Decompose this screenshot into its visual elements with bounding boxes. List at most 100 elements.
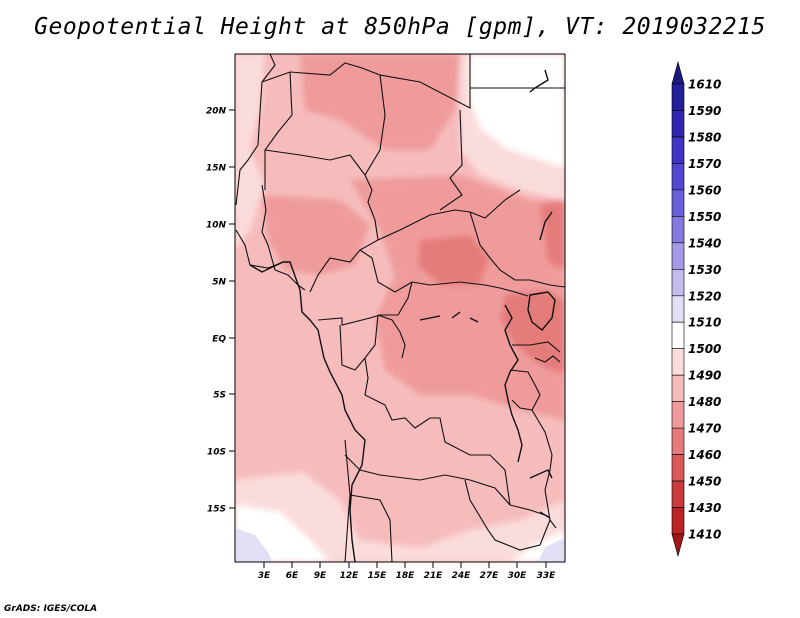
lon-label-15e: 15E	[368, 571, 388, 581]
colorbar-label-1550: 1550	[688, 210, 721, 224]
lon-label-6e: 6E	[286, 571, 299, 581]
lat-label-5s: 5S	[213, 391, 226, 401]
colorbar-labels: 1610 1590 1580 1570 1560 1550 1540 1530 1520 1510…	[688, 78, 721, 542]
colorbar-segment	[671, 136, 685, 164]
field-band-1470-east	[500, 290, 565, 375]
field-band-1480-north	[300, 54, 460, 150]
colorbar-segment	[671, 216, 685, 244]
lon-label-9e: 9E	[314, 571, 327, 581]
latitude-axis: 20N 15N 10N 5N EQ 5S 10S 15S	[206, 107, 235, 515]
colorbar-segment	[671, 533, 685, 558]
lat-tick-15n: 15N	[206, 164, 235, 174]
lon-tick-18e: 18E	[396, 562, 416, 581]
colorbar-segment	[671, 242, 685, 270]
colorbar-segment	[671, 480, 685, 508]
colorbar-label-1520: 1520	[688, 289, 721, 303]
colorbar-label-1490: 1490	[688, 369, 721, 383]
field-band-1510-northeast	[470, 54, 565, 168]
colorbar-label-1580: 1580	[688, 130, 721, 144]
lon-tick-27e: 27E	[480, 562, 500, 581]
lon-tick-15e: 15E	[368, 562, 388, 581]
lon-label-3e: 3E	[258, 571, 271, 581]
lon-tick-21e: 21E	[424, 562, 444, 581]
colorbar-segment	[671, 295, 685, 323]
lon-label-21e: 21E	[424, 571, 444, 581]
colorbar-label-1510: 1510	[688, 316, 721, 330]
colorbar-label-1460: 1460	[688, 448, 721, 462]
lon-tick-24e: 24E	[452, 562, 472, 581]
map-frame	[234, 53, 566, 563]
lat-label-10n: 10N	[206, 221, 227, 231]
field-band-1470-core	[418, 235, 490, 285]
colorbar-segment	[671, 427, 685, 455]
lat-tick-5s: 5S	[213, 391, 235, 401]
colorbar-segment	[671, 348, 685, 376]
colorbar-segment	[671, 401, 685, 429]
colorbar: 1610 1590 1580 1570 1560 1550 1540 1530 1520 1510…	[671, 60, 721, 558]
colorbar-segment	[671, 83, 685, 111]
lon-tick-30e: 30E	[508, 562, 528, 581]
field-band-1520-southwest	[235, 528, 272, 562]
field-band-1500-south	[235, 470, 565, 562]
colorbar-label-1430: 1430	[688, 501, 721, 515]
lat-label-10s: 10S	[207, 448, 226, 458]
lat-tick-15s: 15S	[207, 505, 235, 515]
field-band-1470-northeast	[540, 200, 565, 270]
colorbar-label-1410: 1410	[688, 528, 721, 542]
colorbar-segment	[671, 321, 685, 350]
country-borders	[235, 54, 565, 562]
colorbar-label-1530: 1530	[688, 263, 721, 277]
lat-tick-5n: 5N	[212, 278, 235, 288]
grads-credit: GrADS: IGES/COLA	[4, 604, 98, 614]
field-band-1490-southcentral	[235, 310, 330, 480]
field-band-1480-central	[350, 175, 565, 420]
field-band-1480-west	[262, 195, 370, 275]
lat-label-5n: 5N	[212, 278, 226, 288]
lon-tick-33e: 33E	[537, 562, 557, 581]
lon-label-18e: 18E	[396, 571, 416, 581]
colorbar-label-1450: 1450	[688, 475, 721, 489]
lon-label-33e: 33E	[537, 571, 557, 581]
colorbar-label-1610: 1610	[688, 78, 721, 92]
lon-label-30e: 30E	[508, 571, 528, 581]
colorbar-segment	[671, 163, 685, 191]
colorbar-label-1560: 1560	[688, 183, 721, 197]
colorbar-segment	[671, 507, 685, 535]
longitude-axis: 3E 6E 9E 12E 15E 18E 21E 24E 27E 30E 33E	[258, 562, 556, 581]
lat-tick-10s: 10S	[207, 448, 235, 458]
colorbar-segments	[671, 60, 685, 558]
lat-tick-20n: 20N	[206, 107, 235, 117]
lat-tick-10n: 10N	[206, 221, 235, 231]
lat-label-20n: 20N	[206, 107, 227, 117]
colorbar-label-1570: 1570	[688, 157, 721, 171]
lon-tick-12e: 12E	[340, 562, 360, 581]
lon-tick-3e: 3E	[258, 562, 271, 581]
colorbar-label-1470: 1470	[688, 422, 721, 436]
colorbar-label-1480: 1480	[688, 395, 721, 409]
colorbar-segment	[671, 454, 685, 482]
coastline-and-lakes	[249, 69, 556, 562]
lat-label-15s: 15S	[207, 505, 226, 515]
field-band-1500-northeast	[460, 54, 565, 200]
lon-label-12e: 12E	[340, 571, 360, 581]
field-band-1500-northwest	[235, 54, 265, 250]
colorbar-label-1500: 1500	[688, 342, 721, 356]
lat-label-15n: 15N	[206, 164, 227, 174]
lon-tick-9e: 9E	[314, 562, 327, 581]
chart-title: Geopotential Height at 850hPa [gpm], VT:…	[34, 14, 766, 40]
colorbar-segment	[671, 60, 685, 85]
lat-tick-eq: EQ	[212, 335, 235, 345]
colorbar-label-1590: 1590	[688, 104, 721, 118]
field-band-1520-southeast	[538, 538, 565, 562]
lon-tick-6e: 6E	[286, 562, 299, 581]
lat-label-eq: EQ	[212, 335, 226, 345]
lon-label-27e: 27E	[480, 571, 500, 581]
lon-label-24e: 24E	[452, 571, 472, 581]
colorbar-segment	[671, 110, 685, 138]
height-field	[235, 54, 565, 562]
colorbar-segment	[671, 374, 685, 402]
colorbar-segment	[671, 268, 685, 297]
colorbar-segment	[671, 189, 685, 217]
colorbar-label-1540: 1540	[688, 236, 721, 250]
